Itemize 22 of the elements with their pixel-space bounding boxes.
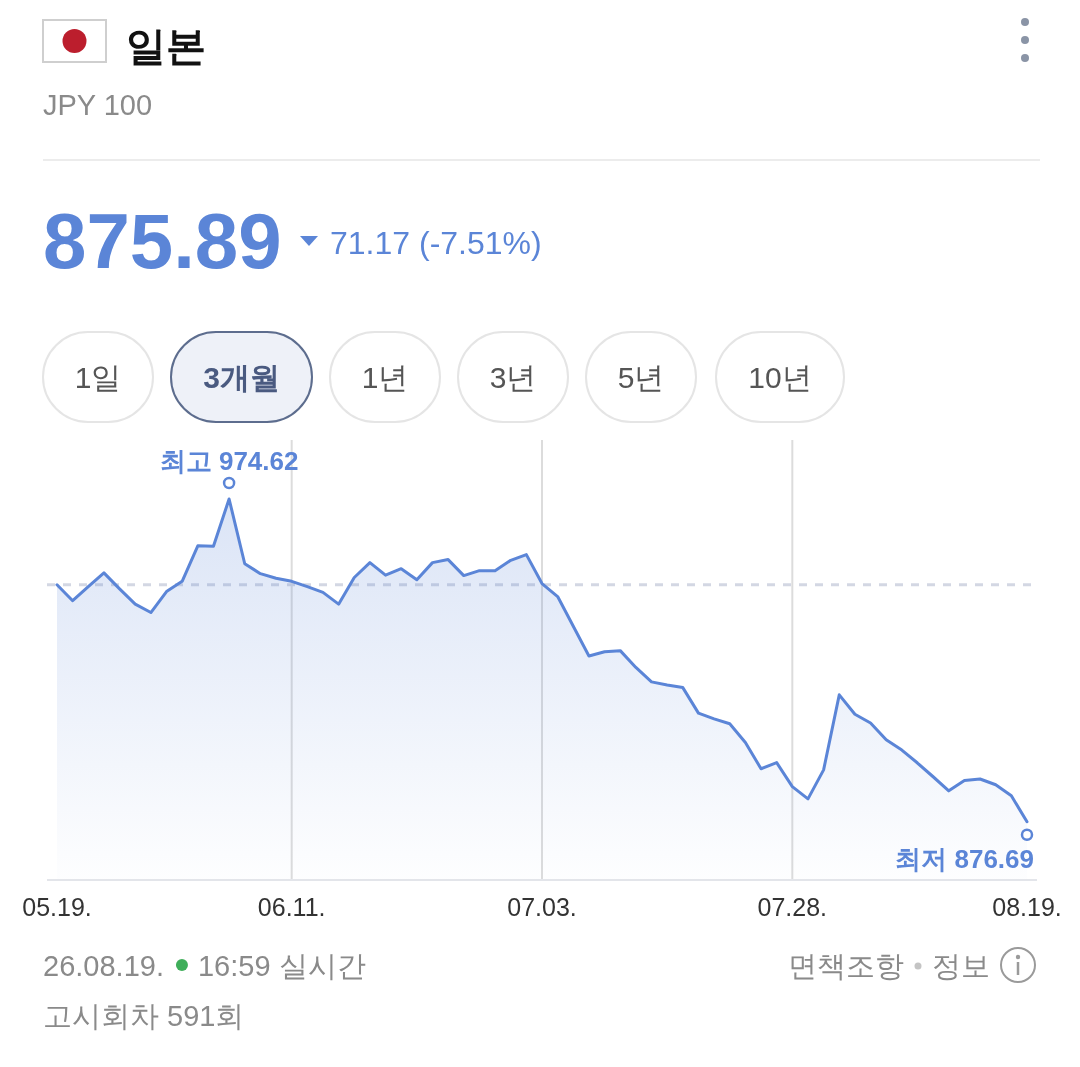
text: 정보 (932, 950, 990, 982)
annotation: 최고 974.62 (159, 446, 299, 476)
x-tick-label: 06.11. (257, 893, 326, 921)
text: 면책조항 (788, 950, 904, 982)
text: 16:59 실시간 (197, 950, 366, 982)
text: 고시회차 591회 (43, 1000, 245, 1032)
button: 5년 (585, 331, 697, 423)
text: 875.89 (43, 197, 282, 285)
button: 1일 (42, 331, 154, 423)
x-tick-label: 05.19. (22, 893, 92, 921)
button: 1년 (329, 331, 441, 423)
annotation: 최저 876.69 (895, 843, 1034, 874)
button: 3개월 (170, 331, 313, 423)
text: 71.17 (-7.51%) (330, 225, 542, 261)
button: 10년 (715, 331, 845, 423)
chart-subtitle: JPY 100 (43, 89, 153, 121)
x-tick-label: 07.28. (757, 893, 828, 921)
chart-title: 일본 (126, 24, 206, 68)
x-tick-label: 07.03. (507, 893, 577, 921)
button: 3년 (457, 331, 569, 423)
text: 26.08.19. (43, 950, 164, 982)
x-tick-label: 08.19. (992, 893, 1062, 921)
